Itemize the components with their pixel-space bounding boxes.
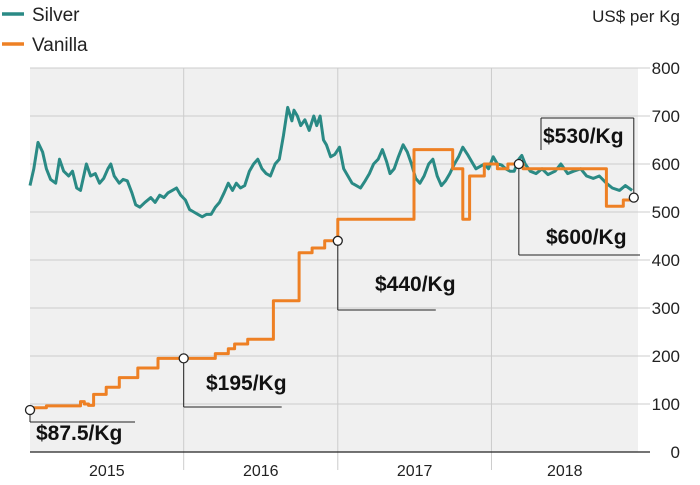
x-tick-label: 2017 xyxy=(397,463,433,480)
series-line-silver xyxy=(28,105,633,219)
legend-label: Silver xyxy=(32,5,80,26)
legend-label: Vanilla xyxy=(32,35,88,56)
series-line-vanilla xyxy=(30,148,634,412)
x-tick-label: 2016 xyxy=(243,463,279,480)
annotation-label: $440/Kg xyxy=(375,273,456,296)
annotation: $87.5/Kg xyxy=(24,404,135,445)
y-tick-label: 200 xyxy=(652,347,680,366)
y-tick-label: 600 xyxy=(652,155,680,174)
legend: Silver Vanilla xyxy=(2,5,88,56)
x-tick-label: 2018 xyxy=(547,463,583,480)
annotation: $195/Kg xyxy=(178,353,287,408)
unit-label: US$ per Kg xyxy=(592,7,680,26)
y-axis: 800 700 600 500 400 300 200 100 0 xyxy=(652,59,680,462)
y-tick-label: 100 xyxy=(652,395,680,414)
annotation: $530/Kg xyxy=(513,125,640,256)
annotation-marker xyxy=(24,404,36,416)
series-lines xyxy=(28,105,634,412)
annotation-marker xyxy=(513,158,524,170)
x-tick-label: 2015 xyxy=(89,463,125,480)
annotation-label: $600/Kg xyxy=(546,226,627,249)
x-axis: 2015 2016 2017 2018 xyxy=(30,451,650,480)
y-tick-label: 300 xyxy=(652,299,680,318)
annotation-label: $195/Kg xyxy=(206,372,287,395)
annotation-marker xyxy=(332,235,343,246)
legend-item-silver: Silver xyxy=(2,5,80,26)
y-tick-label: 400 xyxy=(652,251,680,270)
annotation: $440/Kg xyxy=(332,235,456,311)
annotation-label: $530/Kg xyxy=(543,125,624,148)
legend-item-vanilla: Vanilla xyxy=(2,35,88,56)
y-tick-label: 700 xyxy=(652,107,680,126)
annotation: $600/Kg xyxy=(540,117,639,249)
annotation-label: $87.5/Kg xyxy=(36,422,122,445)
annotations: $87.5/Kg $195/Kg $440/Kg $530/Kg $600/Kg xyxy=(24,117,640,445)
y-tick-label: 500 xyxy=(652,203,680,222)
y-tick-label: 0 xyxy=(671,443,680,462)
annotation-marker xyxy=(628,192,639,203)
y-tick-label: 800 xyxy=(652,59,680,78)
annotation-marker xyxy=(178,353,189,364)
